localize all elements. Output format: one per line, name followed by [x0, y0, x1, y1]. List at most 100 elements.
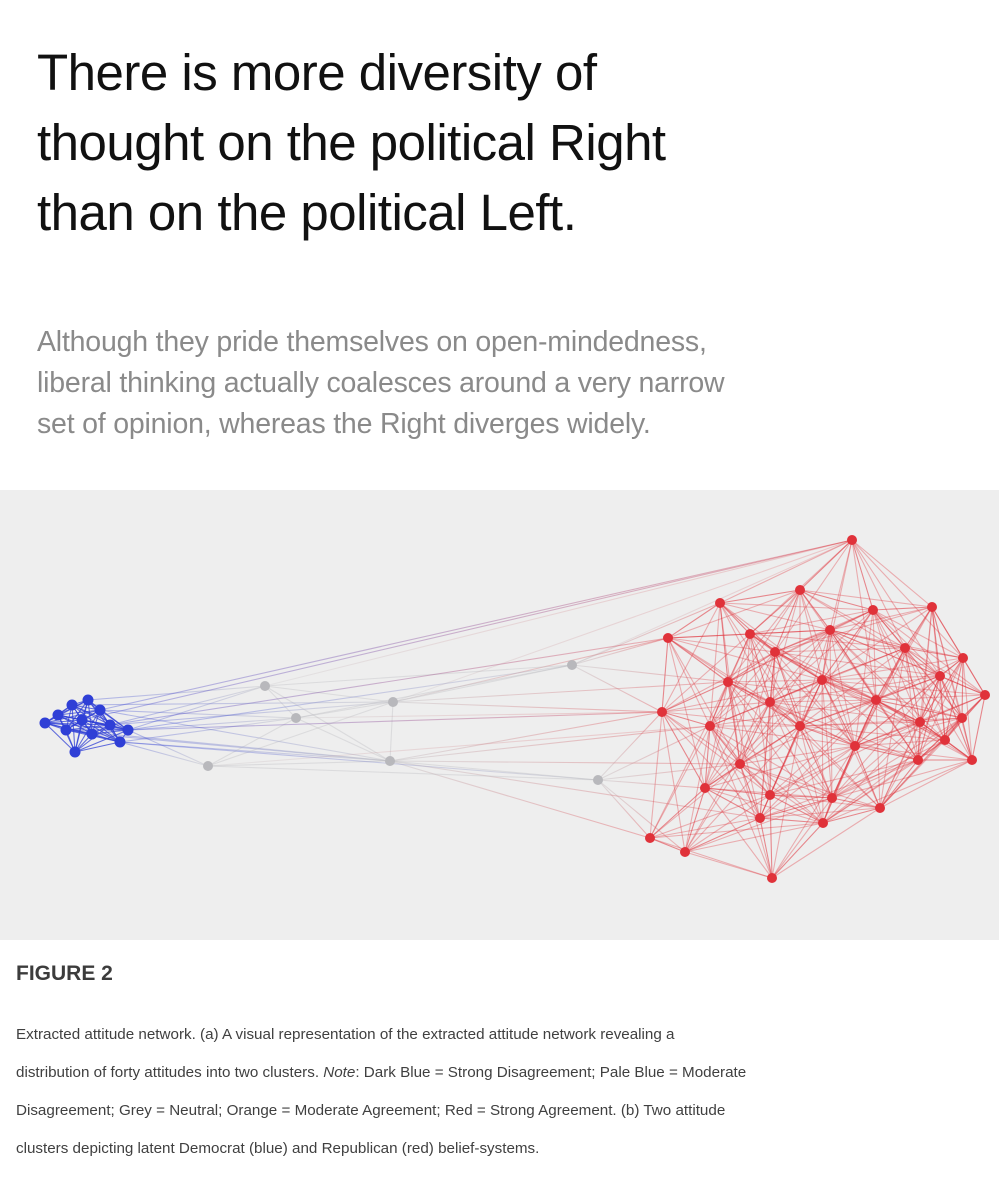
network-edge	[127, 711, 663, 731]
network-edge	[709, 725, 773, 879]
headline-line-3: than on the political Left.	[37, 184, 577, 241]
network-edge	[392, 701, 663, 713]
network-edge	[392, 539, 853, 703]
network-edge	[769, 701, 801, 727]
network-edge	[661, 711, 741, 765]
network-edge	[799, 539, 853, 591]
network-edge	[769, 725, 801, 796]
network-edge	[831, 759, 919, 799]
network-edge	[774, 651, 941, 677]
network-edge	[667, 637, 706, 789]
network-edge	[879, 739, 946, 809]
blue-attitude-node	[69, 746, 81, 758]
network-edge	[829, 629, 921, 723]
network-edge	[667, 637, 729, 683]
blue-attitude-node	[60, 724, 72, 736]
blue-attitude-node	[122, 724, 134, 736]
network-edge	[962, 657, 986, 696]
network-edge	[769, 679, 823, 703]
network-edge	[822, 745, 856, 824]
network-edge	[99, 709, 297, 719]
network-edge	[821, 679, 973, 761]
network-edge	[821, 675, 941, 681]
network-edge	[739, 763, 761, 819]
network-edge	[661, 681, 729, 713]
network-edge	[851, 539, 877, 701]
network-edge	[769, 651, 776, 796]
red-attitude-node	[663, 633, 673, 643]
network-edge	[821, 679, 824, 824]
network-edge	[739, 763, 833, 799]
network-edge	[661, 651, 776, 713]
red-attitude-node	[958, 653, 968, 663]
network-edge	[769, 701, 921, 723]
network-edge	[709, 602, 721, 727]
network-edge	[727, 681, 824, 824]
subheadline-line-2: liberal thinking actually coalesces arou…	[37, 367, 725, 399]
network-edge	[99, 709, 129, 731]
network-edge	[769, 701, 856, 747]
network-edge	[769, 701, 881, 809]
network-edge	[709, 681, 729, 727]
headline-line-1: There is more diversity of	[37, 44, 597, 101]
network-edge	[939, 675, 973, 761]
grey-attitude-node	[260, 681, 270, 691]
red-attitude-node	[940, 735, 950, 745]
network-edge	[854, 699, 877, 747]
network-edge	[822, 759, 973, 824]
network-edge	[829, 629, 877, 701]
network-edge	[774, 651, 877, 701]
network-edge	[661, 711, 801, 727]
network-edge	[684, 725, 801, 853]
network-edge	[719, 602, 771, 703]
network-edge	[821, 679, 919, 761]
network-edge	[684, 763, 741, 853]
red-attitude-node	[767, 873, 777, 883]
network-edge	[769, 701, 833, 799]
network-edge	[917, 721, 921, 761]
red-attitude-node	[935, 671, 945, 681]
network-edge	[749, 633, 801, 727]
blue-attitude-node	[52, 709, 64, 721]
network-edge	[684, 822, 824, 853]
network-edge	[851, 539, 933, 608]
network-edge	[99, 539, 853, 711]
network-edge	[939, 675, 963, 719]
network-edge	[759, 651, 776, 819]
network-edge	[661, 633, 751, 713]
network-edge	[774, 651, 801, 727]
network-edge	[971, 694, 986, 761]
network-edge	[667, 637, 771, 703]
network-edge	[719, 539, 853, 604]
network-edge	[821, 679, 833, 799]
network-edge	[771, 725, 801, 879]
blue-attitude-node	[76, 714, 88, 726]
network-edge	[821, 679, 877, 701]
network-edge	[822, 717, 963, 824]
network-edge	[127, 664, 573, 731]
red-attitude-node	[765, 790, 775, 800]
network-edge	[661, 701, 771, 713]
network-edge	[597, 779, 686, 853]
network-edge	[649, 787, 706, 839]
network-edge	[704, 725, 711, 789]
network-edge	[799, 589, 856, 747]
network-edge	[571, 664, 729, 683]
red-attitude-node	[657, 707, 667, 717]
network-edge	[749, 609, 874, 635]
network-edge	[879, 657, 964, 809]
network-edge	[389, 701, 394, 762]
grey-attitude-node	[567, 660, 577, 670]
network-edge	[919, 675, 941, 723]
network-edge	[739, 679, 823, 765]
network-edge	[939, 675, 946, 741]
network-edge	[727, 681, 771, 796]
network-edge	[875, 647, 906, 701]
network-edge	[739, 763, 881, 809]
network-edge	[739, 763, 771, 796]
network-edge	[667, 637, 741, 765]
network-edge	[821, 539, 853, 681]
network-edge	[649, 817, 761, 839]
network-edge	[739, 699, 877, 765]
network-edge	[749, 633, 771, 703]
